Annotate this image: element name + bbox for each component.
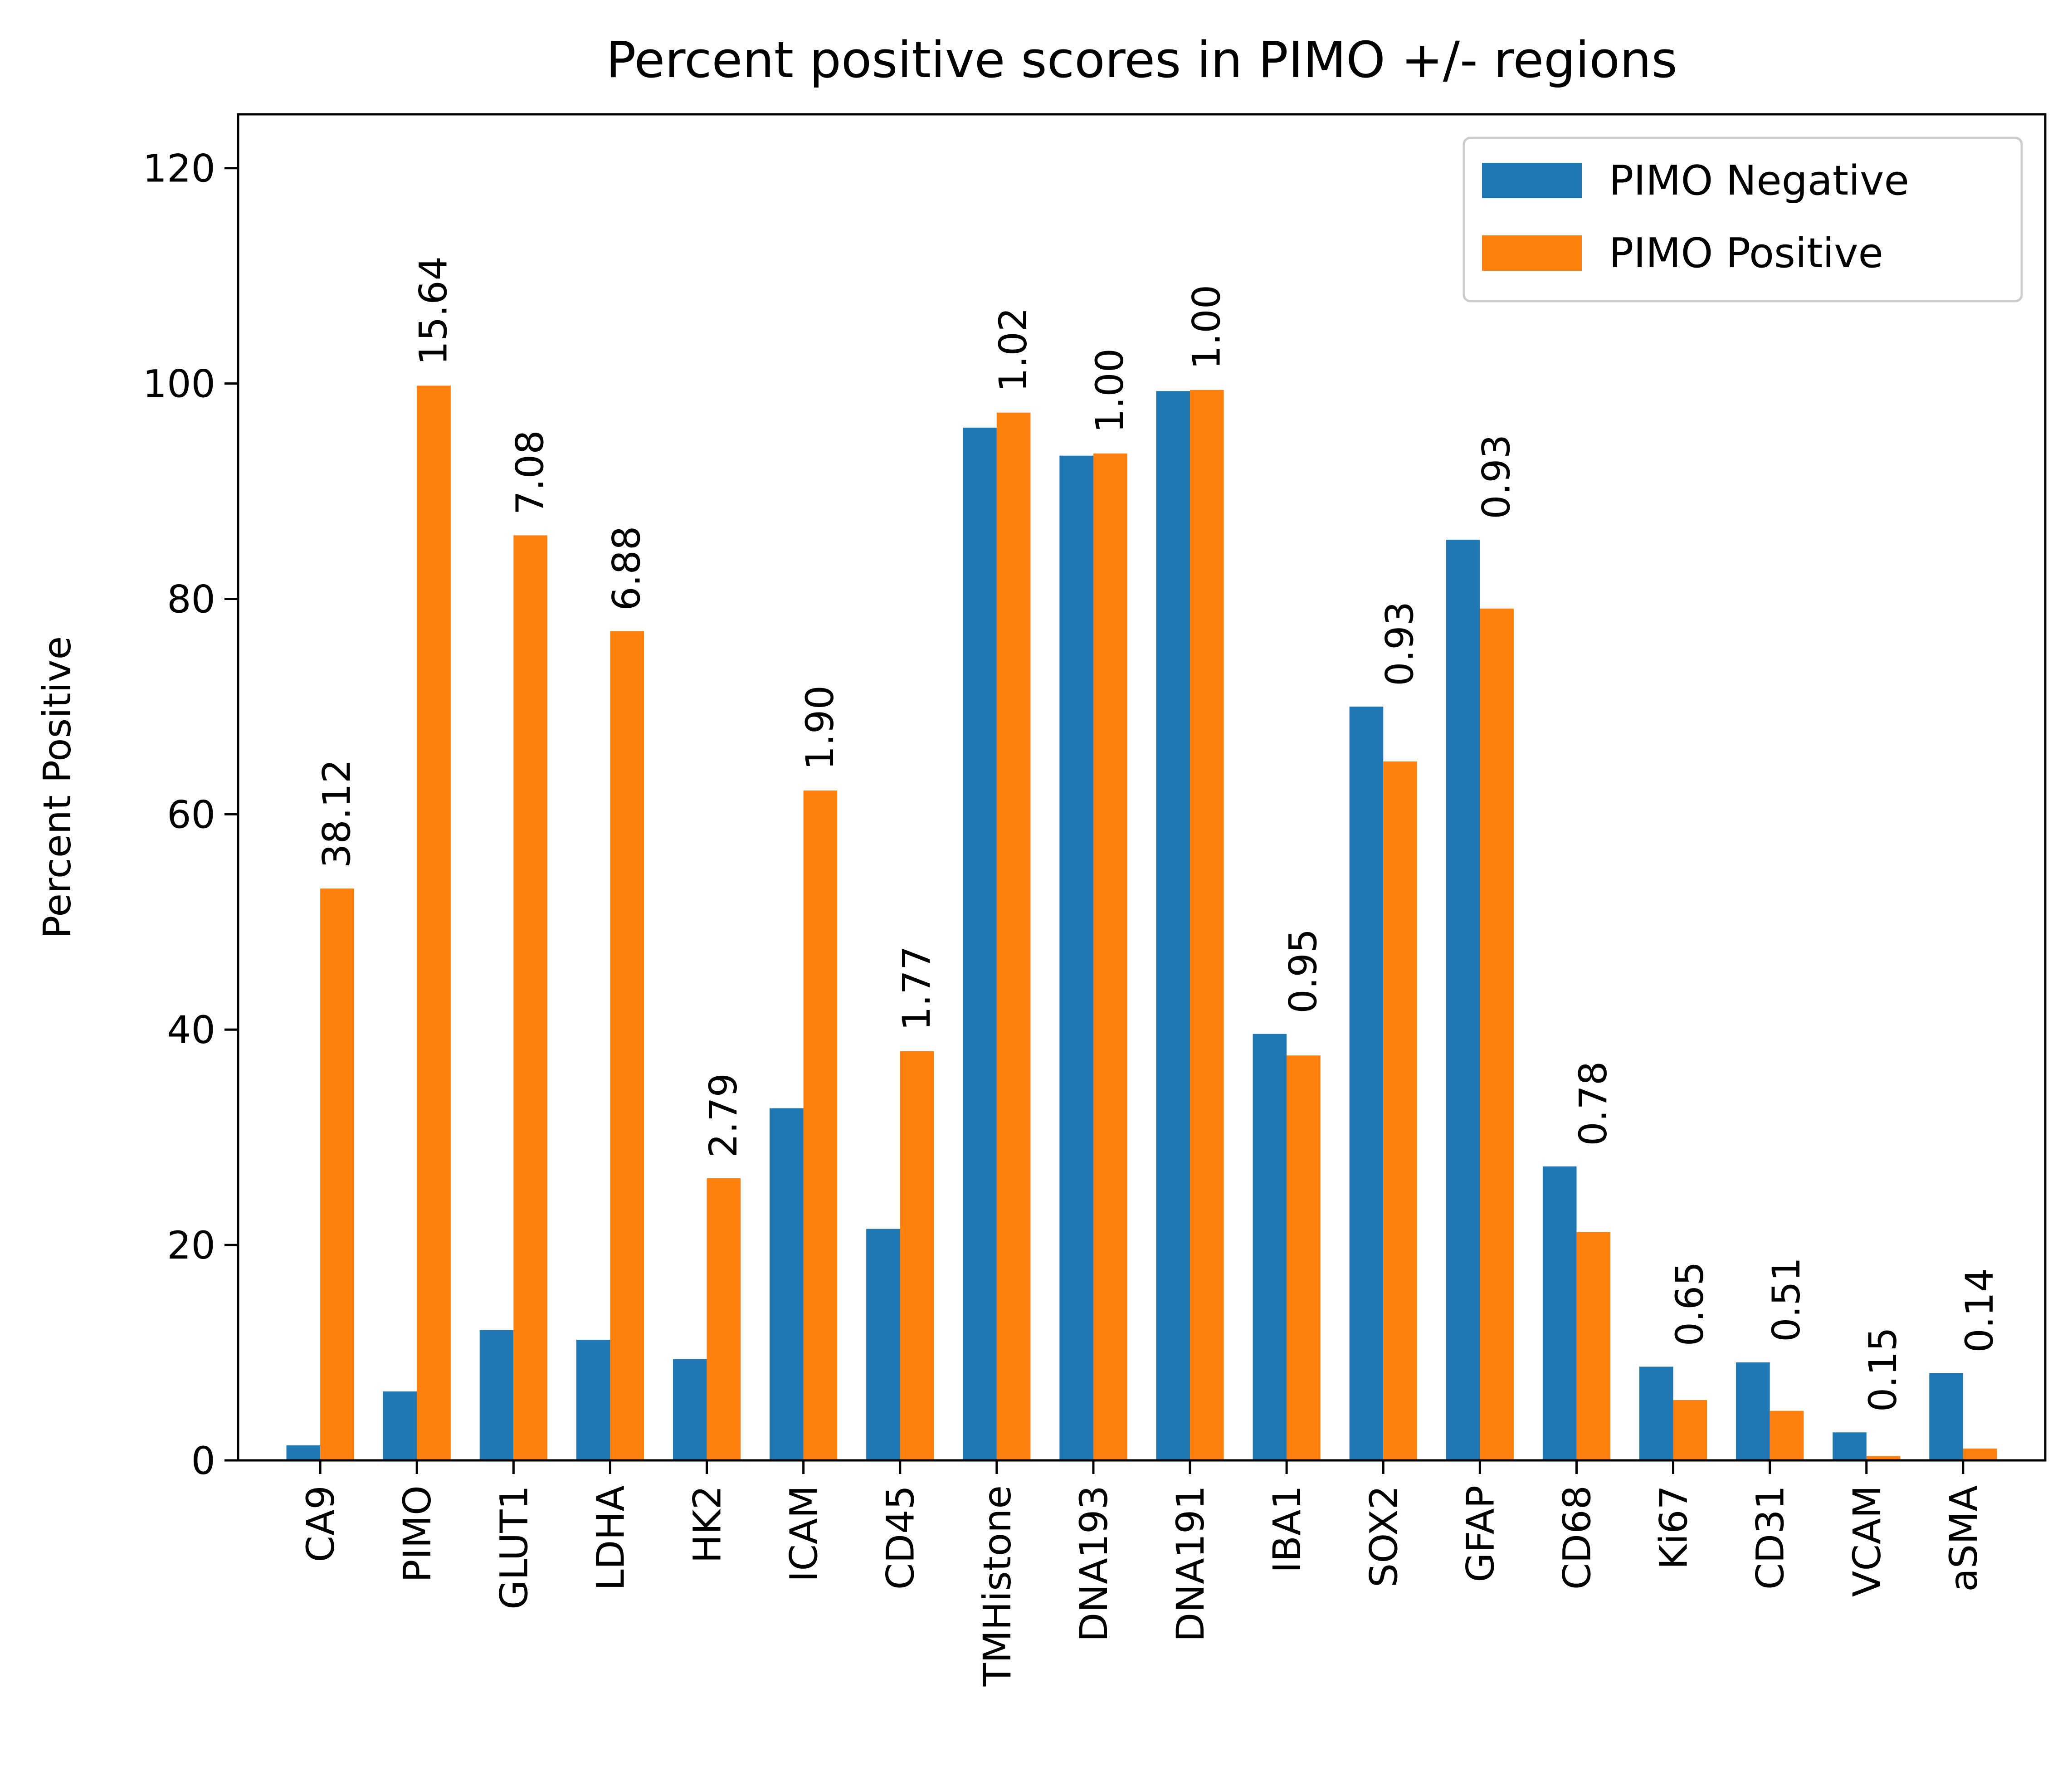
x-tick-label-ca9: CA9 bbox=[298, 1485, 343, 1562]
bar-positive-tmhistone bbox=[996, 412, 1031, 1461]
bar-positive-cd45 bbox=[900, 1051, 934, 1460]
bar-positive-asma bbox=[1963, 1448, 1997, 1460]
bar-negative-tmhistone bbox=[963, 427, 997, 1460]
x-tick-label-ldha: LDHA bbox=[588, 1485, 633, 1591]
x-tick-label-cd31: CD31 bbox=[1748, 1485, 1793, 1590]
ratio-label-ldha: 6.88 bbox=[605, 526, 649, 611]
ratio-label-ki67: 0.65 bbox=[1667, 1261, 1712, 1346]
ratio-labels-group: 38.12 15.64 7.08 6.88 2.79 1.90 1.77 1.02 1.00 1.… bbox=[314, 256, 2002, 1412]
x-tick-label-gfap: GFAP bbox=[1458, 1485, 1502, 1582]
x-tick-label-tmhistone: TMHistone bbox=[975, 1485, 1019, 1687]
x-tick-label-icam: ICAM bbox=[782, 1485, 826, 1582]
bar-positive-icam bbox=[803, 791, 838, 1460]
bar-negative-gfap bbox=[1446, 539, 1480, 1460]
bar-negative-ca9 bbox=[286, 1445, 321, 1460]
bar-negative-icam bbox=[770, 1108, 804, 1460]
ratio-label-gfap: 0.93 bbox=[1474, 434, 1519, 519]
x-axis: CA9 PIMO GLUT1 LDHA HK2 ICAM CD45 TMHistone DNA1… bbox=[298, 1460, 1986, 1687]
ratio-label-pimo: 15.64 bbox=[411, 256, 456, 365]
bar-positive-gfap bbox=[1480, 608, 1514, 1460]
ratio-label-ca9: 38.12 bbox=[314, 759, 359, 868]
legend-swatch-negative bbox=[1482, 163, 1582, 198]
ratio-label-dna191: 1.00 bbox=[1184, 285, 1229, 370]
legend-label-negative: PIMO Negative bbox=[1609, 157, 1909, 205]
x-tick-label-dna193: DNA193 bbox=[1072, 1485, 1116, 1642]
bar-negative-ki67 bbox=[1639, 1366, 1673, 1460]
bar-positive-sox2 bbox=[1383, 761, 1417, 1460]
bar-negative-dna191 bbox=[1156, 391, 1190, 1461]
bar-positive-iba1 bbox=[1287, 1055, 1321, 1460]
bar-negative-hk2 bbox=[673, 1359, 707, 1460]
bar-positive-ca9 bbox=[320, 888, 354, 1460]
bar-positive-glut1 bbox=[513, 535, 547, 1460]
plot-frame bbox=[237, 113, 2047, 1462]
chart-title: Percent positive scores in PIMO +/- regi… bbox=[606, 31, 1677, 89]
ratio-label-vcam: 0.15 bbox=[1861, 1327, 1905, 1412]
x-tick-label-cd68: CD68 bbox=[1555, 1485, 1599, 1590]
bar-positive-dna191 bbox=[1190, 390, 1224, 1460]
x-tick-label-vcam: VCAM bbox=[1845, 1485, 1889, 1597]
ratio-label-dna193: 1.00 bbox=[1087, 348, 1132, 433]
bar-negative-vcam bbox=[1833, 1432, 1867, 1460]
ratio-label-glut1: 7.08 bbox=[508, 430, 552, 515]
legend-swatch-positive bbox=[1482, 235, 1582, 271]
x-tick-label-ki67: Ki67 bbox=[1652, 1485, 1696, 1569]
x-tick-label-iba1: IBA1 bbox=[1265, 1485, 1309, 1573]
ratio-label-cd68: 0.78 bbox=[1571, 1061, 1615, 1146]
y-axis-label: Percent Positive bbox=[35, 636, 79, 939]
x-tick-label-cd45: CD45 bbox=[878, 1485, 923, 1590]
ratio-label-hk2: 2.79 bbox=[701, 1073, 746, 1158]
bars-group bbox=[286, 386, 1997, 1461]
bar-negative-asma bbox=[1929, 1373, 1963, 1460]
bar-negative-glut1 bbox=[479, 1330, 514, 1460]
legend-label-positive: PIMO Positive bbox=[1609, 229, 1883, 277]
bar-positive-cd31 bbox=[1770, 1410, 1804, 1460]
ratio-label-cd31: 0.51 bbox=[1764, 1257, 1809, 1342]
y-axis: 0 20 40 60 80 100 120 bbox=[143, 146, 238, 1483]
y-tick-label: 40 bbox=[167, 1008, 215, 1052]
ratio-label-tmhistone: 1.02 bbox=[991, 307, 1035, 392]
x-tick-label-glut1: GLUT1 bbox=[492, 1485, 536, 1610]
ratio-label-sox2: 0.93 bbox=[1378, 601, 1422, 686]
legend-box bbox=[1463, 137, 2023, 303]
ratio-label-cd45: 1.77 bbox=[894, 946, 939, 1031]
bar-positive-dna193 bbox=[1093, 453, 1127, 1460]
bar-positive-vcam bbox=[1866, 1456, 1901, 1460]
x-tick-label-sox2: SOX2 bbox=[1361, 1485, 1406, 1587]
y-tick-label: 20 bbox=[167, 1223, 215, 1268]
bar-negative-cd31 bbox=[1736, 1362, 1770, 1460]
bar-positive-pimo bbox=[417, 386, 451, 1460]
bar-negative-ldha bbox=[576, 1340, 610, 1460]
bar-negative-iba1 bbox=[1253, 1034, 1287, 1460]
y-tick-label: 100 bbox=[143, 362, 215, 406]
bar-positive-cd68 bbox=[1576, 1232, 1611, 1460]
y-tick-label: 60 bbox=[167, 792, 215, 837]
x-tick-label-pimo: PIMO bbox=[395, 1485, 439, 1582]
bar-positive-ldha bbox=[610, 631, 644, 1460]
y-tick-label: 0 bbox=[191, 1439, 215, 1483]
x-tick-label-asma: aSMA bbox=[1941, 1485, 1986, 1592]
bar-negative-cd45 bbox=[866, 1229, 900, 1460]
ratio-label-icam: 1.90 bbox=[798, 685, 842, 770]
bar-negative-dna193 bbox=[1059, 455, 1093, 1460]
bar-negative-pimo bbox=[383, 1391, 417, 1460]
bar-positive-ki67 bbox=[1673, 1400, 1707, 1460]
bar-negative-cd68 bbox=[1542, 1166, 1577, 1460]
x-tick-label-dna191: DNA191 bbox=[1168, 1485, 1213, 1642]
bar-negative-sox2 bbox=[1349, 706, 1384, 1460]
ratio-label-iba1: 0.95 bbox=[1281, 929, 1325, 1014]
y-tick-label: 120 bbox=[143, 146, 215, 191]
bar-positive-hk2 bbox=[707, 1178, 741, 1460]
y-tick-label: 80 bbox=[167, 577, 215, 621]
ratio-label-asma: 0.14 bbox=[1957, 1268, 2002, 1353]
x-tick-label-hk2: HK2 bbox=[685, 1485, 730, 1563]
legend: PIMO Negative PIMO Positive bbox=[1463, 137, 2023, 303]
